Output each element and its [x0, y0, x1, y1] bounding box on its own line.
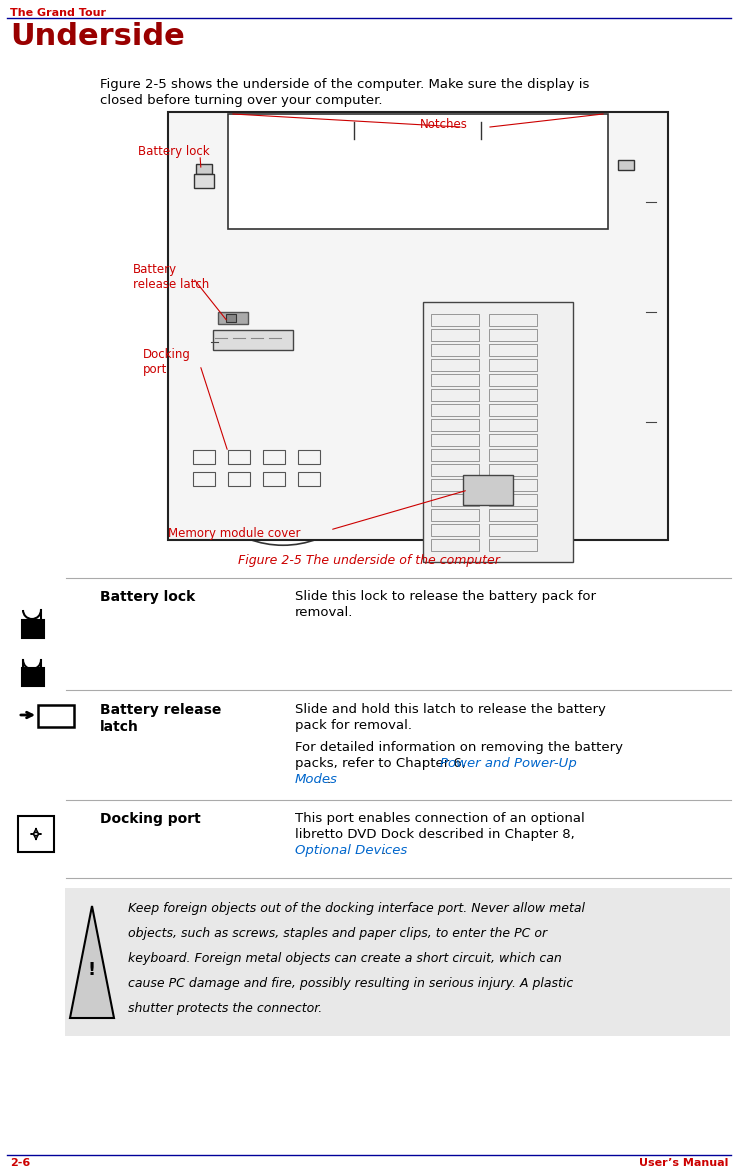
Text: closed before turning over your computer.: closed before turning over your computer…: [100, 94, 382, 107]
Bar: [489, 374, 537, 386]
Bar: [431, 539, 479, 551]
Bar: [22, 668, 44, 686]
Text: Memory module cover: Memory module cover: [168, 527, 300, 540]
Bar: [38, 706, 74, 727]
Bar: [489, 464, 537, 476]
Bar: [431, 524, 479, 536]
Bar: [489, 479, 537, 491]
Text: latch: latch: [100, 720, 139, 734]
Text: removal.: removal.: [295, 606, 354, 619]
Bar: [489, 345, 537, 356]
Bar: [431, 479, 479, 491]
Text: Battery lock: Battery lock: [100, 590, 196, 604]
Bar: [298, 472, 320, 486]
Text: libretto DVD Dock described in Chapter 8,: libretto DVD Dock described in Chapter 8…: [295, 827, 575, 841]
Bar: [228, 472, 250, 486]
Text: Notches: Notches: [420, 118, 468, 131]
Bar: [463, 475, 513, 505]
Text: Power and Power-Up: Power and Power-Up: [440, 757, 577, 770]
Bar: [18, 816, 54, 852]
Text: Battery lock: Battery lock: [138, 145, 210, 158]
Bar: [228, 450, 250, 464]
Text: User’s Manual: User’s Manual: [638, 1158, 728, 1168]
Text: shutter protects the connector.: shutter protects the connector.: [128, 1002, 323, 1015]
Bar: [489, 449, 537, 461]
Bar: [423, 302, 573, 563]
Bar: [489, 495, 537, 506]
Bar: [228, 114, 608, 229]
Bar: [431, 495, 479, 506]
Bar: [431, 329, 479, 341]
Text: The Grand Tour: The Grand Tour: [10, 8, 106, 18]
Text: Docking port: Docking port: [100, 812, 201, 826]
Text: Underside: Underside: [10, 22, 184, 52]
Polygon shape: [70, 906, 114, 1018]
Bar: [489, 359, 537, 372]
Bar: [431, 404, 479, 416]
Bar: [193, 450, 215, 464]
Bar: [298, 450, 320, 464]
Bar: [431, 420, 479, 431]
Text: This port enables connection of an optional: This port enables connection of an optio…: [295, 812, 584, 825]
Bar: [226, 314, 236, 322]
Bar: [431, 359, 479, 372]
Text: 2-6: 2-6: [10, 1158, 30, 1168]
Bar: [193, 472, 215, 486]
Bar: [489, 314, 537, 326]
Text: Modes: Modes: [295, 774, 338, 786]
Bar: [431, 449, 479, 461]
Bar: [431, 464, 479, 476]
Bar: [489, 420, 537, 431]
Bar: [489, 539, 537, 551]
Bar: [489, 509, 537, 522]
Bar: [168, 113, 668, 540]
Text: pack for removal.: pack for removal.: [295, 718, 412, 732]
Text: packs, refer to Chapter 6,: packs, refer to Chapter 6,: [295, 757, 470, 770]
Text: !: !: [88, 961, 96, 979]
Bar: [431, 345, 479, 356]
Text: For detailed information on removing the battery: For detailed information on removing the…: [295, 741, 623, 754]
Bar: [431, 314, 479, 326]
Text: Optional Devices: Optional Devices: [295, 844, 407, 857]
Bar: [431, 509, 479, 522]
Text: cause PC damage and fire, possibly resulting in serious injury. A plastic: cause PC damage and fire, possibly resul…: [128, 977, 573, 990]
Text: .: .: [327, 774, 331, 786]
Text: Slide this lock to release the battery pack for: Slide this lock to release the battery p…: [295, 590, 596, 604]
Bar: [213, 331, 293, 350]
Bar: [218, 312, 248, 323]
Bar: [431, 374, 479, 386]
Text: Docking
port: Docking port: [143, 348, 191, 376]
Bar: [489, 404, 537, 416]
Bar: [263, 450, 285, 464]
Text: objects, such as screws, staples and paper clips, to enter the PC or: objects, such as screws, staples and pap…: [128, 927, 547, 940]
Text: Battery
release latch: Battery release latch: [133, 263, 210, 291]
Text: .: .: [382, 844, 386, 857]
Bar: [431, 389, 479, 401]
Bar: [489, 389, 537, 401]
Text: Slide and hold this latch to release the battery: Slide and hold this latch to release the…: [295, 703, 606, 716]
Text: Keep foreign objects out of the docking interface port. Never allow metal: Keep foreign objects out of the docking …: [128, 902, 585, 915]
Text: keyboard. Foreign metal objects can create a short circuit, which can: keyboard. Foreign metal objects can crea…: [128, 952, 562, 965]
Bar: [194, 173, 214, 188]
Bar: [196, 164, 212, 173]
Bar: [489, 434, 537, 447]
Text: Figure 2-5 The underside of the computer: Figure 2-5 The underside of the computer: [238, 554, 500, 567]
Bar: [431, 434, 479, 447]
Bar: [618, 161, 634, 170]
Bar: [489, 524, 537, 536]
Bar: [263, 472, 285, 486]
Bar: [489, 329, 537, 341]
Bar: [22, 620, 44, 638]
Text: Battery release: Battery release: [100, 703, 221, 717]
Text: Figure 2-5 shows the underside of the computer. Make sure the display is: Figure 2-5 shows the underside of the co…: [100, 79, 590, 91]
Bar: [65, 888, 730, 1036]
